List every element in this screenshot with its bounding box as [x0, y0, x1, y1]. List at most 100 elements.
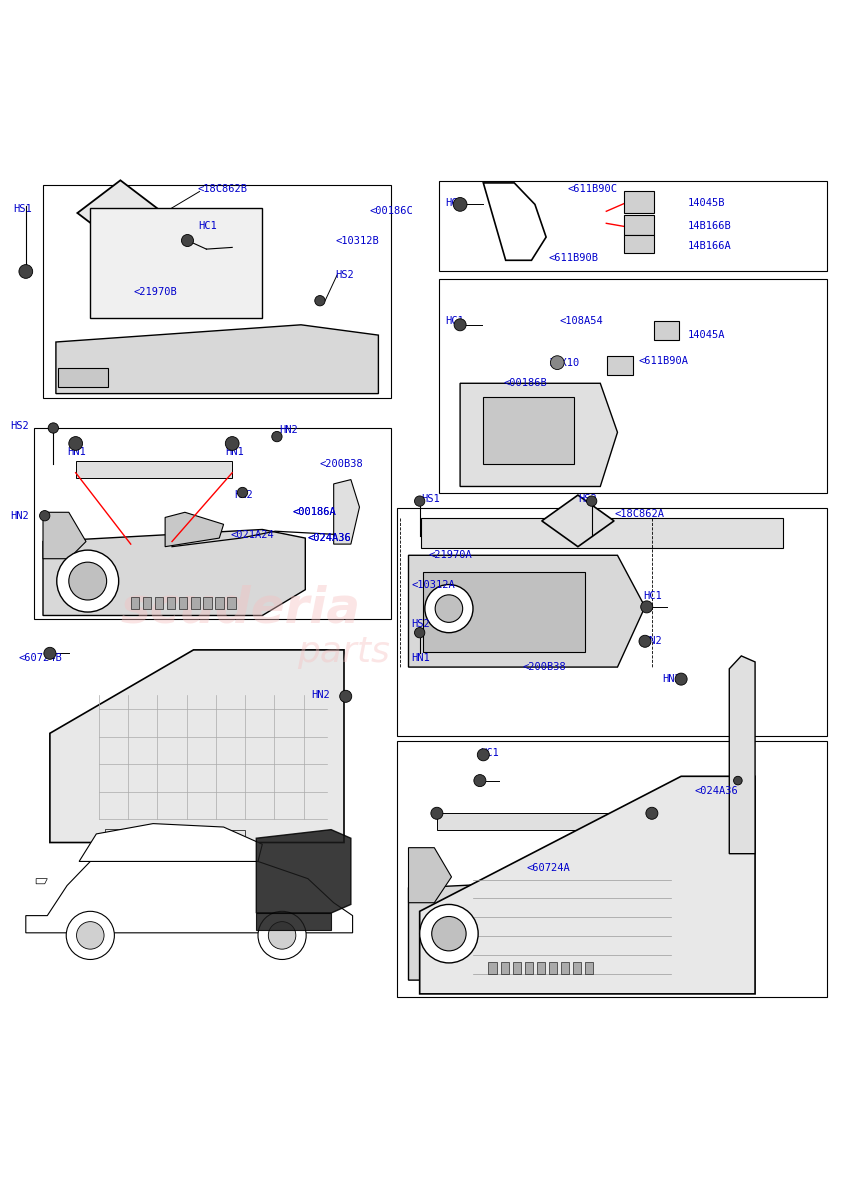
Circle shape	[641, 601, 653, 613]
Text: <21970B: <21970B	[133, 287, 177, 298]
Bar	[155, 596, 163, 608]
Bar	[501, 962, 509, 974]
Text: <611B90B: <611B90B	[549, 253, 599, 263]
FancyBboxPatch shape	[654, 322, 679, 341]
Text: HC1: HC1	[643, 590, 662, 601]
Bar	[34, 428, 391, 619]
Text: HN1: HN1	[225, 448, 244, 457]
Text: <00186C: <00186C	[370, 206, 414, 216]
Polygon shape	[165, 512, 224, 547]
Polygon shape	[26, 853, 353, 932]
Polygon shape	[58, 367, 108, 386]
Text: <00186A: <00186A	[292, 508, 336, 517]
Text: HN1: HN1	[411, 654, 430, 664]
Bar	[203, 596, 212, 608]
Bar	[76, 461, 232, 478]
Text: HC1: HC1	[198, 221, 217, 230]
Bar	[525, 962, 533, 974]
Text: HN2: HN2	[662, 674, 681, 684]
Circle shape	[415, 628, 425, 638]
Bar	[227, 596, 236, 608]
Text: HN2: HN2	[234, 490, 253, 500]
Bar	[585, 962, 593, 974]
Circle shape	[425, 584, 473, 632]
Text: HS2: HS2	[411, 619, 430, 629]
Text: parts: parts	[298, 635, 390, 668]
Text: HN1: HN1	[67, 448, 86, 457]
Circle shape	[181, 234, 194, 246]
Text: <200B38: <200B38	[320, 460, 364, 469]
Bar	[488, 962, 497, 974]
Bar	[105, 829, 174, 853]
Circle shape	[272, 432, 282, 442]
Bar	[397, 508, 827, 736]
Circle shape	[258, 911, 306, 960]
Bar	[191, 596, 200, 608]
Polygon shape	[79, 823, 262, 862]
Text: <108A54: <108A54	[559, 316, 603, 325]
Circle shape	[646, 808, 658, 820]
Circle shape	[639, 635, 651, 647]
Polygon shape	[36, 878, 47, 883]
Circle shape	[57, 550, 119, 612]
Circle shape	[734, 776, 742, 785]
Polygon shape	[408, 877, 678, 980]
Bar	[131, 596, 139, 608]
Bar	[143, 596, 151, 608]
Circle shape	[315, 295, 325, 306]
Bar	[397, 742, 827, 997]
Text: <18C862B: <18C862B	[198, 184, 248, 194]
Circle shape	[19, 264, 33, 278]
Polygon shape	[334, 480, 359, 544]
Text: <024A36: <024A36	[695, 786, 739, 796]
Bar	[439, 181, 827, 271]
Bar	[423, 572, 585, 652]
Text: <18C862A: <18C862A	[615, 509, 665, 518]
Polygon shape	[729, 656, 755, 853]
Text: HN2: HN2	[280, 425, 298, 434]
Text: 14B166B: 14B166B	[688, 221, 732, 230]
Bar	[439, 280, 827, 492]
Text: <60724B: <60724B	[19, 654, 63, 664]
Bar	[421, 518, 783, 548]
Polygon shape	[256, 913, 331, 930]
Text: HS1: HS1	[421, 493, 440, 504]
Circle shape	[225, 437, 239, 450]
Text: HS2: HS2	[335, 270, 354, 280]
FancyBboxPatch shape	[624, 234, 654, 253]
Text: HS2: HS2	[578, 493, 597, 504]
Circle shape	[432, 917, 466, 950]
Polygon shape	[420, 776, 755, 994]
Text: 14045B: 14045B	[688, 198, 726, 208]
Text: HC1: HC1	[445, 316, 464, 325]
Bar	[43, 185, 391, 398]
Text: <024A36: <024A36	[308, 533, 352, 544]
Text: HN2: HN2	[643, 636, 662, 647]
Polygon shape	[408, 556, 645, 667]
Text: HS2: HS2	[10, 421, 29, 431]
Circle shape	[340, 690, 352, 702]
Bar	[561, 962, 569, 974]
Bar	[513, 962, 521, 974]
Polygon shape	[408, 847, 452, 902]
Text: HN2: HN2	[10, 511, 29, 521]
Circle shape	[268, 922, 296, 949]
Text: <611B90C: <611B90C	[568, 184, 617, 194]
Circle shape	[474, 774, 486, 787]
Polygon shape	[56, 325, 378, 394]
Circle shape	[477, 749, 489, 761]
Polygon shape	[43, 529, 305, 616]
Bar	[437, 814, 652, 830]
Circle shape	[77, 922, 104, 949]
Text: <00186A: <00186A	[292, 508, 336, 517]
Text: <10312A: <10312A	[411, 580, 455, 589]
Text: scuderia: scuderia	[120, 584, 361, 632]
Text: <024A36: <024A36	[308, 533, 352, 544]
Polygon shape	[43, 512, 86, 559]
FancyBboxPatch shape	[624, 215, 654, 235]
Polygon shape	[50, 650, 344, 842]
Circle shape	[453, 198, 467, 211]
Circle shape	[550, 355, 564, 370]
Circle shape	[435, 595, 463, 623]
Polygon shape	[542, 496, 614, 547]
